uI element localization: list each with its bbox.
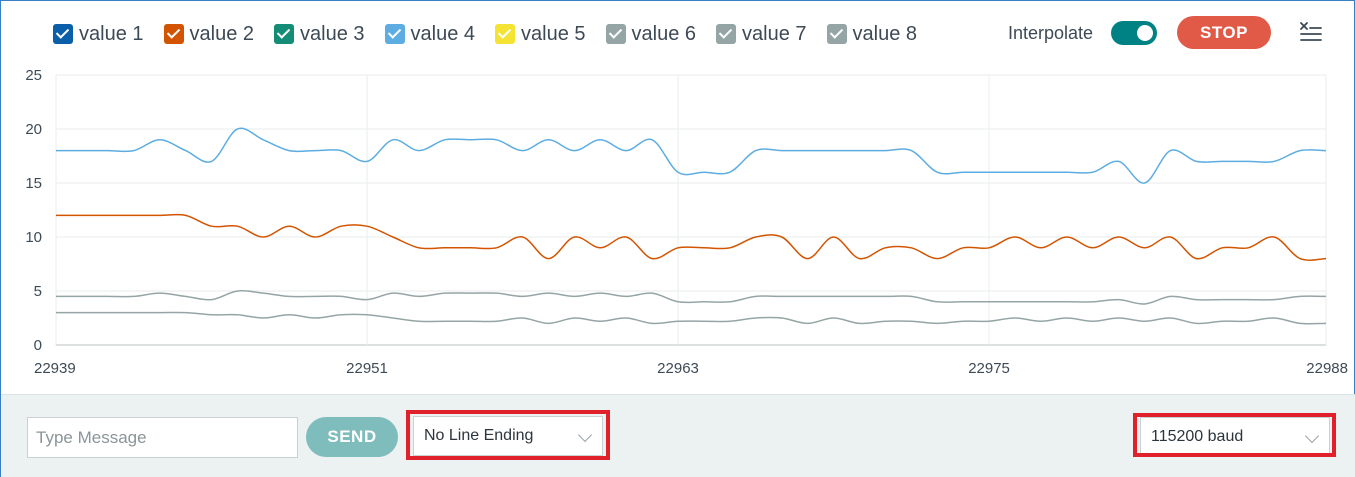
series-line-value-6 (56, 289, 1327, 305)
checkbox-icon[interactable] (716, 24, 736, 44)
series-line-value-7 (56, 311, 1327, 325)
y-tick-label: 25 (25, 67, 42, 84)
legend-label: value 2 (189, 22, 255, 45)
legend-label: value 6 (631, 22, 697, 45)
legend-item-8[interactable]: value 8 (826, 22, 918, 46)
message-input[interactable] (27, 417, 298, 458)
legend-item-7[interactable]: value 7 (716, 23, 807, 46)
legend-item-2[interactable]: value 2 (163, 22, 255, 46)
toggle-knob (1137, 25, 1153, 41)
stop-button[interactable]: STOP (1177, 16, 1271, 49)
highlight-baud-rate (1133, 413, 1336, 457)
legend-item-6[interactable]: value 6 (605, 22, 697, 46)
x-tick-label: 22975 (968, 360, 1010, 377)
legend: value 1 value 2 value 3 value 4 value 5 value… (53, 21, 937, 47)
bottom-bar: SEND No Line Ending 115200 baud (1, 394, 1355, 477)
x-tick-label: 22939 (34, 360, 76, 377)
x-tick-label: 22963 (657, 360, 699, 377)
y-tick-label: 0 (34, 337, 42, 354)
plot-area (55, 74, 1327, 346)
interpolate-label: Interpolate (1008, 23, 1094, 43)
line-ending-value: No Line Ending (424, 427, 534, 444)
checkbox-icon[interactable] (384, 24, 405, 44)
interpolate-toggle[interactable] (1111, 21, 1157, 45)
legend-label: value 8 (852, 22, 918, 45)
y-tick-label: 10 (25, 229, 42, 246)
checkbox-icon[interactable] (826, 24, 847, 44)
y-tick-label: 15 (25, 175, 42, 192)
checkbox-icon[interactable] (274, 24, 294, 44)
legend-item-5[interactable]: value 5 (495, 23, 586, 46)
legend-label: value 7 (742, 22, 807, 45)
baud-rate-value: 115200 baud (1151, 428, 1244, 445)
x-tick-label: 22951 (346, 360, 388, 377)
highlight-line-ending (406, 410, 610, 460)
plot-chart: 0 5 10 15 20 25 22939 22951 22963 22975 22988 (25, 67, 1348, 377)
legend-item-4[interactable]: value 4 (384, 22, 476, 46)
baud-rate-select[interactable]: 115200 baud (1140, 417, 1330, 457)
series-line-value-4 (56, 127, 1327, 184)
checkbox-icon[interactable] (495, 24, 515, 44)
checkbox-icon[interactable] (605, 24, 626, 44)
legend-item-1[interactable]: value 1 (53, 23, 144, 46)
legend-label: value 1 (79, 22, 144, 45)
checkbox-icon[interactable] (163, 24, 184, 44)
checkbox-icon[interactable] (53, 24, 73, 44)
clear-lines-icon[interactable] (1299, 21, 1323, 45)
send-button[interactable]: SEND (306, 417, 398, 457)
y-tick-label: 5 (34, 283, 42, 300)
line-ending-select[interactable]: No Line Ending (413, 416, 603, 456)
legend-item-3[interactable]: value 3 (274, 23, 365, 46)
x-tick-label: 22988 (1306, 360, 1348, 377)
series-line-value-2 (56, 213, 1327, 261)
legend-label: value 4 (410, 22, 476, 45)
y-tick-label: 20 (25, 121, 42, 138)
legend-label: value 3 (300, 22, 365, 45)
legend-label: value 5 (521, 22, 586, 45)
